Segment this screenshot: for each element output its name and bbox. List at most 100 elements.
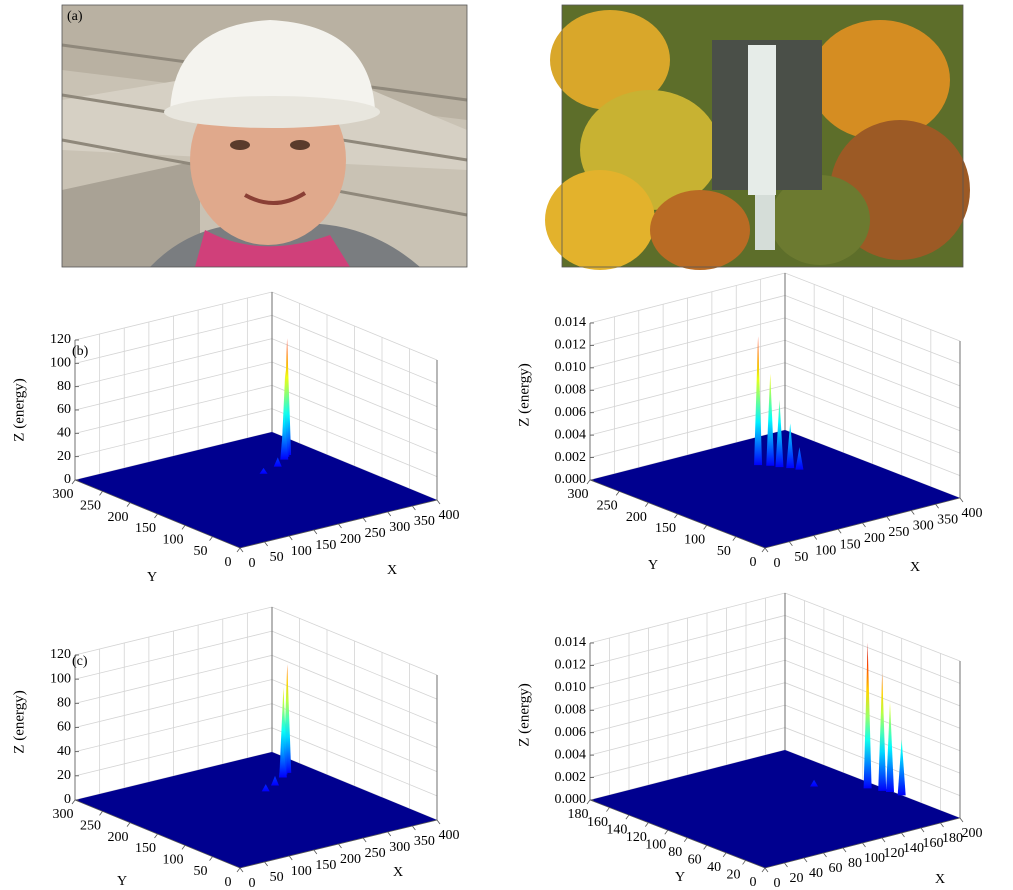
x-tick-label: 80: [848, 856, 862, 871]
panel-label: (c): [72, 654, 88, 669]
x-tick: [804, 858, 807, 862]
x-tick: [314, 530, 317, 534]
image-label: (a): [67, 9, 83, 24]
x-tick: [412, 506, 415, 510]
x-tick: [960, 498, 963, 502]
y-tick: [665, 830, 668, 834]
y-tick: [616, 491, 619, 495]
x-tick: [339, 844, 342, 848]
z-tick-label: 0.012: [555, 658, 587, 673]
x-tick-label: 160: [923, 836, 944, 851]
y-tick-label: 0: [225, 875, 232, 890]
z-tick-label: 0.002: [555, 450, 587, 465]
x-tick-label: 200: [340, 532, 361, 547]
z-tick-label: 0.006: [555, 725, 587, 740]
eye: [290, 140, 310, 150]
y-tick-label: 150: [135, 521, 156, 536]
z-tick-label: 40: [57, 744, 71, 759]
y-tick-label: 40: [707, 860, 721, 875]
y-tick: [723, 853, 726, 857]
x-tick: [843, 848, 846, 852]
foliage: [810, 20, 950, 140]
z-tick-label: 0.004: [555, 427, 587, 442]
x-axis-label: X: [910, 560, 920, 575]
x-axis-label: X: [387, 563, 397, 578]
y-tick-label: 0: [225, 555, 232, 570]
y-tick-label: 150: [655, 521, 676, 536]
z-axis-label: Z (energy): [11, 690, 27, 753]
z-tick-label: 0: [64, 472, 71, 487]
y-axis-label: Y: [147, 570, 157, 585]
x-tick-label: 250: [365, 846, 386, 861]
z-tick-label: 0.014: [555, 315, 587, 330]
y-tick-label: 140: [606, 822, 627, 837]
y-tick: [127, 503, 130, 507]
x-tick-label: 350: [414, 514, 435, 529]
y-tick-label: 80: [668, 845, 682, 860]
z-tick-label: 20: [57, 768, 71, 783]
x-tick: [240, 548, 243, 552]
x-tick-label: 100: [864, 851, 885, 866]
z-axis-label: Z (energy): [516, 683, 532, 746]
eye: [230, 140, 250, 150]
x-tick-label: 20: [790, 871, 804, 886]
x-tick-label: 0: [249, 876, 256, 890]
y-tick-label: 100: [163, 853, 184, 868]
y-axis-label: Y: [675, 870, 685, 885]
z-tick-label: 0: [64, 792, 71, 807]
surface-chart: 0.0000.0020.0040.0060.0080.0100.0120.014…: [516, 593, 982, 890]
x-tick-label: 400: [962, 506, 983, 521]
y-tick-label: 200: [626, 510, 647, 525]
x-tick-label: 300: [389, 520, 410, 535]
z-tick-label: 80: [57, 379, 71, 394]
y-tick-label: 300: [53, 807, 74, 822]
z-tick-label: 0.012: [555, 338, 587, 353]
x-tick: [437, 820, 440, 824]
y-tick-label: 180: [568, 807, 589, 822]
x-tick-label: 0: [774, 556, 781, 571]
x-tick: [814, 536, 817, 540]
z-tick-label: 0.002: [555, 770, 587, 785]
y-tick: [675, 514, 678, 518]
z-tick-label: 120: [50, 332, 71, 347]
y-tick: [155, 514, 158, 518]
y-tick: [684, 838, 687, 842]
x-tick-label: 150: [315, 858, 336, 873]
y-tick: [100, 491, 103, 495]
y-tick-label: 300: [568, 487, 589, 502]
x-axis-label: X: [393, 865, 403, 880]
z-tick-label: 0.010: [555, 680, 587, 695]
z-tick-label: 0.004: [555, 747, 587, 762]
x-tick-label: 400: [439, 508, 460, 523]
x-tick: [941, 823, 944, 827]
y-tick-label: 100: [645, 837, 666, 852]
x-tick: [789, 542, 792, 546]
x-tick: [412, 826, 415, 830]
y-tick: [100, 811, 103, 815]
x-tick: [363, 518, 366, 522]
surface-chart: 0204060801001200501001502002503003504000…: [11, 607, 459, 890]
z-axis-label: Z (energy): [516, 363, 532, 426]
y-tick-label: 0: [750, 555, 757, 570]
x-tick: [911, 511, 914, 515]
y-tick-label: 300: [53, 487, 74, 502]
y-tick: [72, 480, 75, 484]
x-tick-label: 100: [291, 544, 312, 559]
x-tick: [785, 863, 788, 867]
z-tick-label: 20: [57, 449, 71, 464]
y-tick-label: 0: [750, 875, 757, 890]
y-tick: [626, 815, 629, 819]
x-tick: [765, 868, 768, 872]
x-tick-label: 140: [903, 841, 924, 856]
y-tick: [210, 537, 213, 541]
x-tick: [265, 542, 268, 546]
x-tick-label: 200: [962, 826, 983, 841]
x-tick: [765, 548, 768, 552]
x-tick: [887, 517, 890, 521]
z-tick-label: 0.008: [555, 703, 587, 718]
y-tick-label: 250: [80, 819, 101, 834]
x-tick-label: 60: [829, 861, 843, 876]
y-tick: [762, 548, 765, 552]
x-tick: [437, 500, 440, 504]
x-tick-label: 250: [365, 526, 386, 541]
